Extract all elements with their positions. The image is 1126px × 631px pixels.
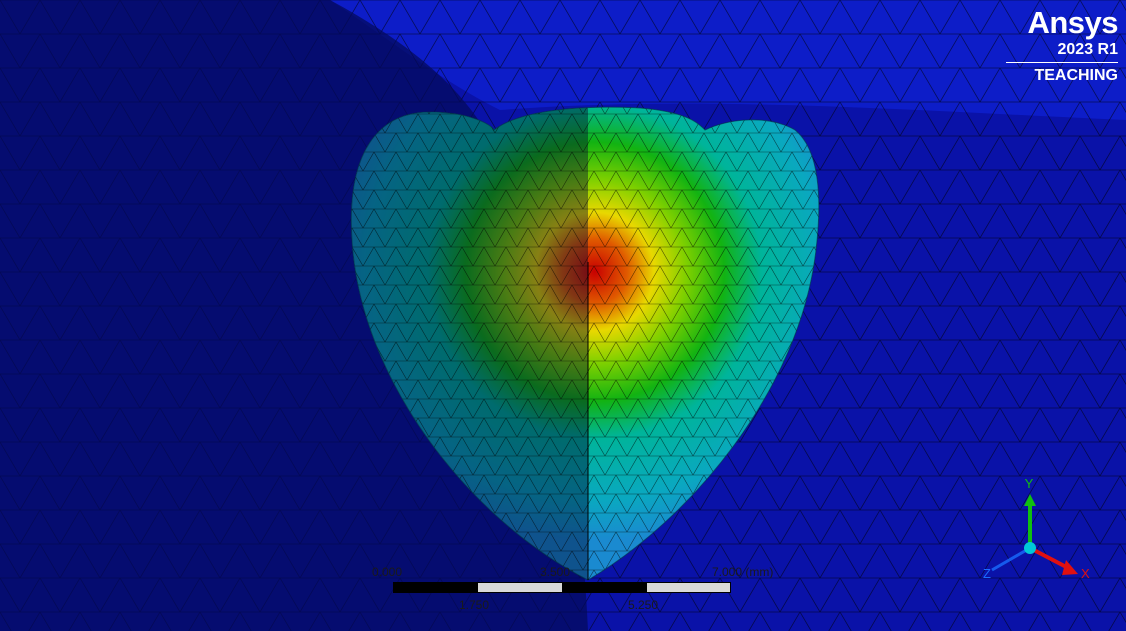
edition-label: TEACHING (1034, 67, 1118, 84)
release-version: 2023 R1 (1057, 41, 1119, 58)
scale-label-0: 0.000 (372, 565, 403, 579)
x-axis-label: X (1081, 566, 1090, 581)
scale-label-3500: 3.500 (540, 565, 571, 579)
z-axis-label: Z (983, 566, 991, 581)
scale-label-5250: 5.250 (628, 598, 659, 612)
z-axis-arrow (991, 546, 1031, 572)
scale-label-7000: 7.000 (mm) (712, 565, 774, 579)
coordinate-triad[interactable]: Y X Z (983, 476, 1090, 581)
contour-outline (350, 106, 820, 581)
ansys-logo: Ansys 2023 R1 TEACHING (1006, 5, 1119, 86)
logo-divider (1006, 62, 1118, 63)
scale-bar (393, 582, 731, 593)
y-axis-label: Y (1025, 476, 1034, 491)
triad-origin (1024, 542, 1036, 554)
scale-label-1750: 1.750 (459, 598, 490, 612)
brand-name: Ansys (1027, 5, 1118, 40)
